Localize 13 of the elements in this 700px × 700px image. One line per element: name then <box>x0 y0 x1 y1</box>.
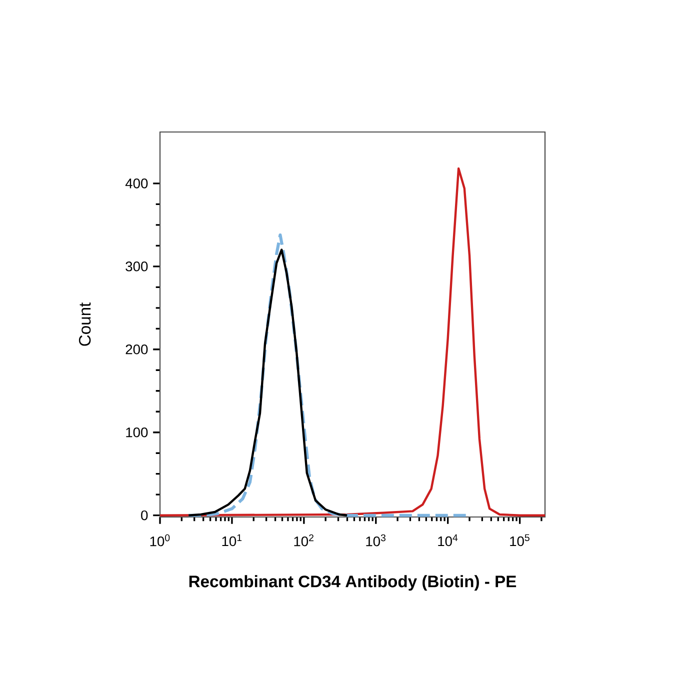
x-axis-title: Recombinant CD34 Antibody (Biotin) - PE <box>189 575 516 591</box>
x-tick-label: 10$^{0}$ <box>150 534 170 546</box>
x-tick-label: 10$^{2}$ <box>294 534 314 546</box>
y-tick-label: 400 <box>125 178 148 188</box>
y-tick-label: 100 <box>126 427 148 438</box>
y-tick-label: 0 <box>141 510 148 520</box>
x-tick-label: 10$^{1}$ <box>222 534 242 546</box>
y-axis-title: Count <box>78 302 91 346</box>
y-tick-label: 300 <box>126 262 148 272</box>
x-tick-label: 10$^{3}$ <box>366 534 386 546</box>
x-tick-label: 10$^{5}$ <box>510 534 530 546</box>
x-tick-label: 10$^{4}$ <box>438 534 458 546</box>
y-tick-label: 200 <box>126 344 148 354</box>
